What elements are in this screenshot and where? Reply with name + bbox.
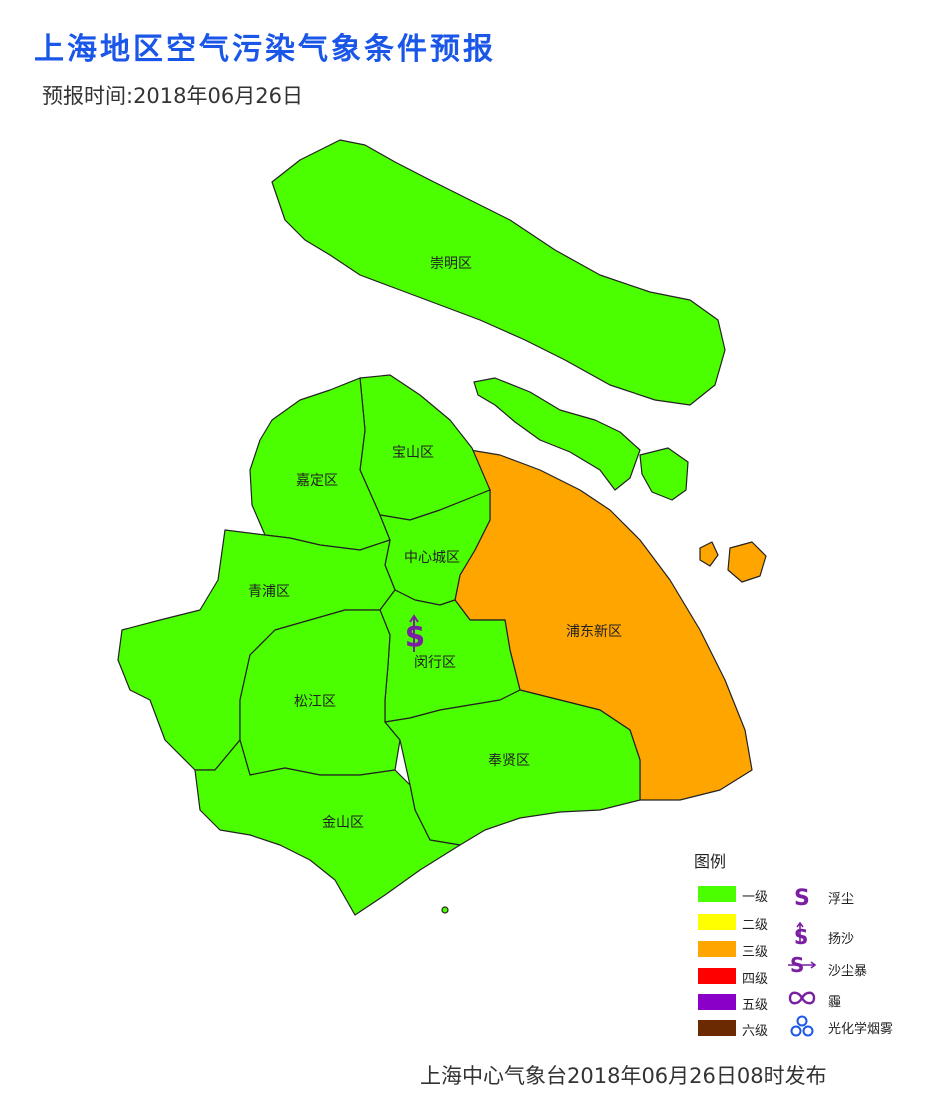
island-changxing <box>473 377 641 491</box>
legend-swatch-level-1 <box>698 886 736 902</box>
legend-swatch-level-2 <box>698 914 736 930</box>
legend-level-3: 三级 <box>742 945 769 960</box>
legend-level-4: 四级 <box>742 972 769 987</box>
legend-level-6: 六级 <box>742 1024 769 1039</box>
label-fengxian: 奉贤区 <box>488 753 530 769</box>
legend-symbol-shachenbao: 沙尘暴 <box>828 964 868 979</box>
legend-symbol-photochemical-smog: 光化学烟雾 <box>828 1022 894 1037</box>
legend-swatch-level-3 <box>698 941 736 957</box>
legend-level-2: 二级 <box>742 918 769 933</box>
svg-text:S: S <box>405 620 425 653</box>
island-east-2 <box>727 541 767 583</box>
legend-symbol-mai: 霾 <box>828 995 842 1010</box>
legend-level-1: 一级 <box>742 890 769 905</box>
legend-swatch-level-4 <box>698 968 736 984</box>
legend-swatch-level-6 <box>698 1020 736 1036</box>
district-chongming[interactable] <box>271 139 726 406</box>
svg-text:S: S <box>794 886 810 908</box>
label-qingpu: 青浦区 <box>248 584 290 600</box>
label-minhang: 闵行区 <box>414 655 456 671</box>
label-baoshan: 宝山区 <box>392 445 434 461</box>
svg-text:S: S <box>794 925 808 946</box>
s-icon: S <box>794 886 810 908</box>
dollar-s-icon: S <box>794 922 808 946</box>
label-center: 中心城区 <box>404 550 460 566</box>
legend-level-5: 五级 <box>742 998 769 1013</box>
map-title: 上海地区空气污染气象条件预报 <box>34 32 496 67</box>
district-jinshan[interactable] <box>194 739 461 916</box>
label-jinshan: 金山区 <box>322 815 364 831</box>
dollar-s-icon: S <box>405 614 425 653</box>
islet <box>441 906 449 914</box>
island-hengsha <box>639 447 689 501</box>
s-arrow-icon: S <box>788 953 816 976</box>
district-songjiang[interactable] <box>239 609 401 776</box>
three-circles-icon <box>790 1015 814 1037</box>
legend: 图例 一级 二级 三级 四级 五级 六级 S 浮尘 S 扬沙 S 沙尘暴 霾 光… <box>694 848 924 1043</box>
island-east-1 <box>699 541 719 567</box>
forecast-time: 预报时间:2018年06月26日 <box>42 84 303 108</box>
legend-title: 图例 <box>694 852 727 871</box>
publish-info: 上海中心气象台2018年06月26日08时发布 <box>420 1064 827 1088</box>
infinity-icon <box>788 991 816 1005</box>
label-chongming: 崇明区 <box>430 256 472 272</box>
label-jiading: 嘉定区 <box>296 473 338 489</box>
label-pudong: 浦东新区 <box>566 624 622 640</box>
label-songjiang: 松江区 <box>294 694 336 710</box>
legend-symbol-yangsha: 扬沙 <box>828 932 855 947</box>
legend-symbol-fuchen: 浮尘 <box>828 892 855 907</box>
legend-swatch-level-5 <box>698 994 736 1010</box>
